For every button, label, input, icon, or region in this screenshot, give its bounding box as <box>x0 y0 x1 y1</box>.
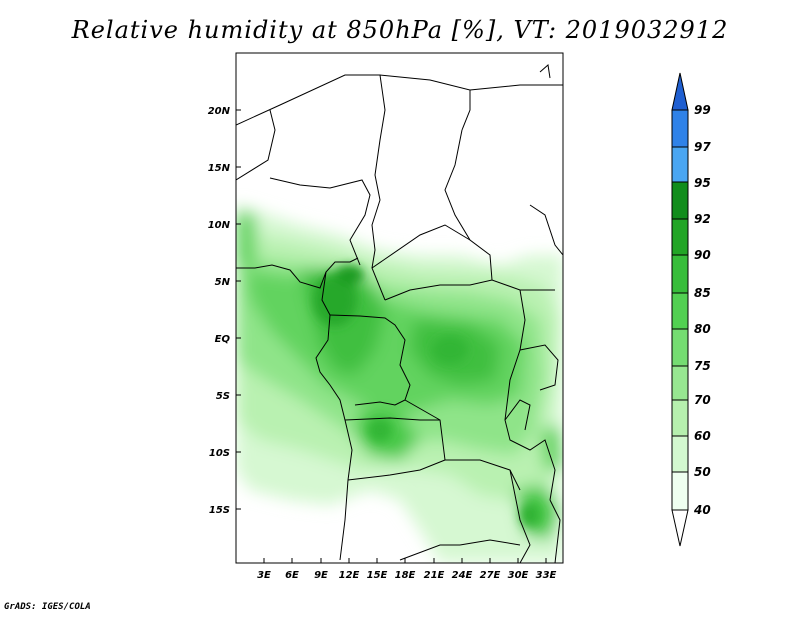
colorbar-box-90-92 <box>671 218 689 256</box>
colorbar-label-60: 60 <box>694 429 711 443</box>
colorbar-label-95: 95 <box>694 176 711 190</box>
colorbar-label-99: 99 <box>694 103 711 117</box>
lat-label-eq: EQ <box>215 334 231 345</box>
lon-label-3e: 3E <box>257 570 271 581</box>
lat-label-5s: 5S <box>216 391 230 402</box>
lon-label-30e: 30E <box>508 570 529 581</box>
lon-label-9e: 9E <box>314 570 328 581</box>
lon-label-15e: 15E <box>367 570 388 581</box>
colorbar-label-70: 70 <box>694 393 711 407</box>
colorbar-box-70-75 <box>671 365 689 401</box>
lat-label-15s: 15S <box>209 505 230 516</box>
chart-title: Relative humidity at 850hPa [%], VT: 201… <box>71 16 729 44</box>
lat-ticks <box>236 109 241 510</box>
lon-label-21e: 21E <box>424 570 445 581</box>
colorbar-box-75-80 <box>671 328 689 367</box>
colorbar-label-40: 40 <box>693 503 711 517</box>
lon-axis: 3E 6E 9E 12E 15E 18E 21E 24E 27E 30E 33E <box>257 558 557 581</box>
colorbar-box-97-99 <box>671 109 689 148</box>
lat-label-5n: 5N <box>215 277 231 288</box>
lon-label-24e: 24E <box>452 570 473 581</box>
colorbar-label-85: 85 <box>694 286 711 300</box>
lat-axis: 20N 15N 10N 5N EQ 5S 10S 15S <box>208 106 241 516</box>
lat-label-10n: 10N <box>208 220 231 231</box>
lat-label-20n: 20N <box>208 106 231 117</box>
lon-label-6e: 6E <box>285 570 299 581</box>
colorbar-box-50-60 <box>671 435 689 473</box>
lat-label-15n: 15N <box>208 163 231 174</box>
colorbar-bottom-triangle <box>671 509 689 547</box>
colorbar-top-triangle <box>671 72 689 111</box>
colorbar: 99 97 95 92 90 85 80 75 70 60 50 40 <box>671 72 711 547</box>
lon-label-18e: 18E <box>395 570 416 581</box>
grads-credit: GrADS: IGES/COLA <box>4 602 91 612</box>
colorbar-label-80: 80 <box>694 322 711 336</box>
lon-ticks <box>263 558 547 563</box>
humidity-field <box>236 53 563 563</box>
colorbar-label-90: 90 <box>694 248 711 262</box>
colorbar-box-80-85 <box>671 292 689 330</box>
colorbar-label-50: 50 <box>694 465 711 479</box>
colorbar-box-92-95 <box>671 181 689 220</box>
map-frame <box>235 52 564 564</box>
colorbar-box-85-90 <box>671 254 689 294</box>
colorbar-box-95-97 <box>671 146 689 183</box>
lon-label-27e: 27E <box>480 570 501 581</box>
colorbar-box-40-50 <box>671 471 689 511</box>
colorbar-box-60-70 <box>671 399 689 437</box>
lat-label-10s: 10S <box>209 448 230 459</box>
colorbar-label-92: 92 <box>694 212 711 226</box>
lon-label-12e: 12E <box>339 570 360 581</box>
colorbar-label-75: 75 <box>694 359 711 373</box>
colorbar-label-97: 97 <box>694 140 711 154</box>
coastlines-borders <box>236 64 563 563</box>
lon-label-33e: 33E <box>536 570 557 581</box>
